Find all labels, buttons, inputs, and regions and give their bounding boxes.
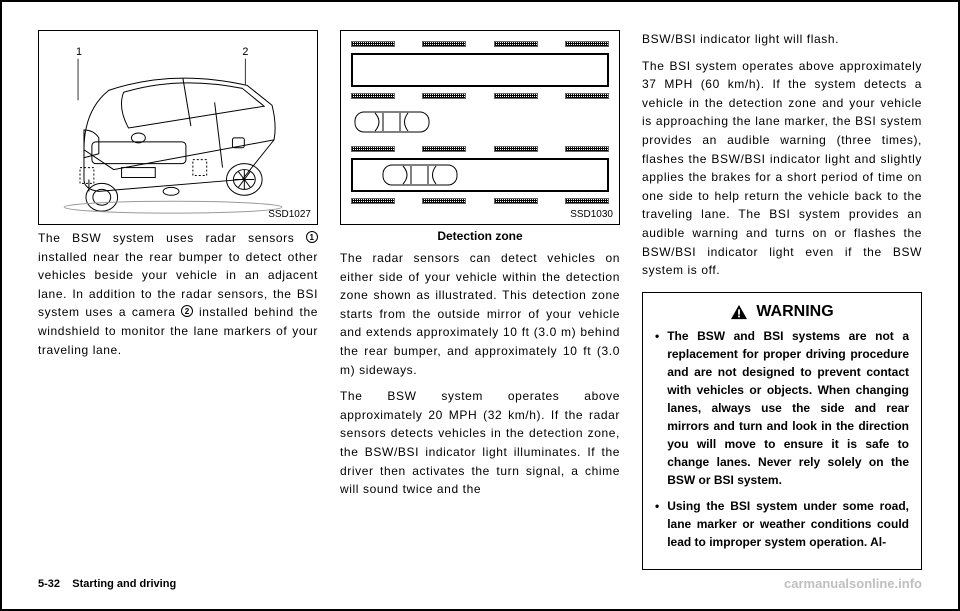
section-name: Starting and driving <box>72 578 176 590</box>
col2-para-1: The radar sensors can detect vehicles on… <box>340 249 620 379</box>
figure-ssd1030: SSD1030 <box>340 30 620 225</box>
col3-para-1: BSW/BSI indicator light will flash. <box>642 30 922 49</box>
circled-2-icon: 2 <box>181 305 193 317</box>
page-footer: 5-32 Starting and driving carmanualsonli… <box>38 576 922 591</box>
warning-title: WARNING <box>756 303 833 321</box>
column-3: BSW/BSI indicator light will flash. The … <box>642 30 922 570</box>
column-2: SSD1030 Detection zone The radar sensors… <box>340 30 620 570</box>
figure-id-2: SSD1030 <box>570 209 613 220</box>
figure-2-caption: Detection zone <box>340 229 620 243</box>
column-1: 1 2 <box>38 30 318 570</box>
text: The BSW and BSI systems are not a replac… <box>667 327 909 489</box>
detection-zone-diagram <box>351 41 609 204</box>
detection-zone-top <box>351 53 609 87</box>
col2-para-2: The BSW system operates above approximat… <box>340 387 620 499</box>
columns: 1 2 <box>38 30 922 570</box>
text: The BSW system uses radar sensors <box>38 231 306 245</box>
watermark-site: carmanualsonline.info <box>784 576 922 591</box>
warning-bullet-1: The BSW and BSI systems are not a replac… <box>655 327 909 489</box>
detection-zone-bottom <box>351 158 609 192</box>
col3-para-2: The BSI system operates above approximat… <box>642 57 922 280</box>
lane-mark <box>565 41 609 47</box>
lane-mark <box>351 41 395 47</box>
warning-triangle-icon <box>730 304 748 320</box>
manual-page: 1 2 <box>0 0 960 611</box>
warning-heading: WARNING <box>655 303 909 321</box>
callout-2-num: 2 <box>242 46 248 58</box>
footer-left: 5-32 Starting and driving <box>38 578 176 590</box>
warning-bullet-2: Using the BSI system under some road, la… <box>655 497 909 551</box>
lane-mark <box>422 41 466 47</box>
figure-ssd1027: 1 2 <box>38 30 318 225</box>
col1-para-1: The BSW system uses radar sensors 1 inst… <box>38 229 318 359</box>
callout-1-num: 1 <box>76 46 82 58</box>
warning-box: WARNING The BSW and BSI systems are not … <box>642 292 922 570</box>
col1-body: The BSW system uses radar sensors 1 inst… <box>38 229 318 367</box>
text: Using the BSI system under some road, la… <box>667 497 909 551</box>
own-vehicle-row <box>351 105 609 139</box>
lane-mark <box>494 41 538 47</box>
figure-id-1: SSD1027 <box>268 209 311 220</box>
car-top-icon <box>381 162 461 188</box>
car-rear-illustration: 1 2 <box>39 31 317 224</box>
warning-list: The BSW and BSI systems are not a replac… <box>655 327 909 551</box>
col2-body: The radar sensors can detect vehicles on… <box>340 249 620 507</box>
col3-body: BSW/BSI indicator light will flash. The … <box>642 30 922 288</box>
circled-1-icon: 1 <box>306 231 318 243</box>
page-number: 5-32 <box>38 578 60 590</box>
lane-marks-row <box>351 41 609 47</box>
car-top-icon <box>353 109 433 135</box>
